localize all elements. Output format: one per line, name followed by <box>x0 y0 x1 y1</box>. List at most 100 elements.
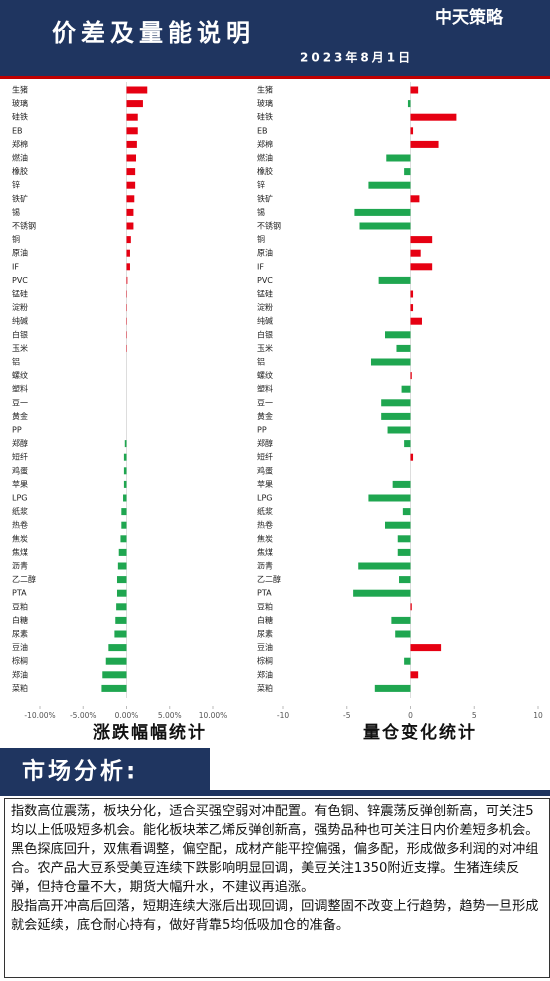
category-label: PTA <box>257 589 272 598</box>
category-label: 黄金 <box>257 411 273 421</box>
header-rule <box>0 76 550 79</box>
bar <box>381 412 411 420</box>
category-label: 铁矿 <box>257 193 273 203</box>
bar <box>123 467 127 475</box>
bar <box>374 684 411 692</box>
category-label: 热卷 <box>257 520 273 530</box>
category-label: 玉米 <box>12 343 28 353</box>
category-label: 郑棉 <box>257 139 273 149</box>
category-label: 橡胶 <box>12 166 28 176</box>
category-label: 硅铁 <box>257 112 273 122</box>
bar <box>410 263 433 271</box>
bar <box>121 508 127 516</box>
category-label: PP <box>257 426 267 435</box>
category-label: EB <box>12 126 23 135</box>
bar <box>126 86 148 94</box>
bar <box>381 399 411 407</box>
bar <box>392 480 411 488</box>
category-label: LPG <box>12 494 27 503</box>
category-label: 铝 <box>257 357 265 367</box>
category-label: IF <box>257 262 264 271</box>
x-tick-label: -10.00% <box>24 711 55 720</box>
chart-title: 量仓变化统计 <box>363 722 477 743</box>
x-tick-label: 10.00% <box>199 711 228 720</box>
category-label: 淀粉 <box>12 302 28 312</box>
category-label: 纸浆 <box>257 506 273 516</box>
bar <box>105 657 127 665</box>
category-label: 鸡蛋 <box>257 465 273 475</box>
bar <box>368 494 411 502</box>
x-tick-label: -5 <box>343 711 351 720</box>
x-tick-label: 5.00% <box>158 711 182 720</box>
category-label: PP <box>12 426 22 435</box>
bar <box>102 671 127 679</box>
bar <box>395 630 411 638</box>
category-label: 玉米 <box>257 343 273 353</box>
category-label: 短纤 <box>257 452 273 462</box>
category-label: 铝 <box>12 357 20 367</box>
bar <box>410 195 420 203</box>
category-label: 郑醇 <box>12 438 28 448</box>
category-label: 燃油 <box>257 153 273 163</box>
bar <box>101 684 127 692</box>
bar <box>123 494 127 502</box>
header-band <box>0 0 550 76</box>
chart-title: 涨跌幅幅统计 <box>93 722 207 743</box>
category-label: 焦煤 <box>12 547 28 557</box>
category-label: 棕榈 <box>257 656 273 666</box>
category-label: 铁矿 <box>12 193 28 203</box>
category-label: 玻璃 <box>12 98 28 108</box>
category-label: 塑料 <box>12 384 28 394</box>
category-label: 焦炭 <box>257 533 273 543</box>
bar <box>410 304 414 312</box>
x-tick-label: 0 <box>408 711 413 720</box>
category-label: 锌 <box>12 180 20 190</box>
category-label: 尿素 <box>12 629 28 639</box>
category-label: 淀粉 <box>257 302 273 312</box>
category-label: 螺纹 <box>257 370 273 380</box>
category-label: 尿素 <box>257 629 273 639</box>
category-label: 生猪 <box>12 85 28 95</box>
bar <box>126 222 134 230</box>
bar <box>410 290 414 298</box>
bar <box>410 236 433 244</box>
bar <box>118 548 127 556</box>
category-label: 苹果 <box>12 479 28 489</box>
category-label: 白糖 <box>257 615 273 625</box>
category-label: 焦炭 <box>12 533 28 543</box>
category-label: 乙二醇 <box>257 574 281 584</box>
bar <box>124 440 127 448</box>
category-label: 橡胶 <box>257 166 273 176</box>
bar <box>116 589 127 597</box>
bar <box>385 521 411 529</box>
section-rule <box>210 790 550 796</box>
category-label: 棕榈 <box>12 656 28 666</box>
category-label: 白银 <box>12 329 28 339</box>
section-heading: 市场分析: <box>22 758 138 785</box>
category-label: PVC <box>12 276 28 285</box>
category-label: 不锈钢 <box>257 221 281 231</box>
category-label: 沥青 <box>12 561 28 571</box>
bar <box>396 344 411 352</box>
page-title: 价差及量能说明 <box>52 19 255 47</box>
category-label: 锌 <box>257 180 265 190</box>
section-band <box>0 748 210 796</box>
category-label: 铜 <box>12 234 20 244</box>
page-date: 2023年8月1日 <box>300 50 413 65</box>
bar <box>115 616 127 624</box>
category-label: 原油 <box>257 248 273 258</box>
bar <box>359 222 411 230</box>
category-label: 豆一 <box>257 398 273 407</box>
bar <box>116 603 127 611</box>
category-label: 原油 <box>12 248 28 258</box>
category-label: 锡 <box>257 208 265 217</box>
bar <box>126 140 137 148</box>
category-label: 铜 <box>257 234 265 244</box>
bar <box>123 453 127 461</box>
category-label: 玻璃 <box>257 98 273 108</box>
bar <box>404 440 411 448</box>
category-label: 郑油 <box>12 669 28 679</box>
category-label: 苹果 <box>257 479 273 489</box>
bar <box>410 372 412 380</box>
